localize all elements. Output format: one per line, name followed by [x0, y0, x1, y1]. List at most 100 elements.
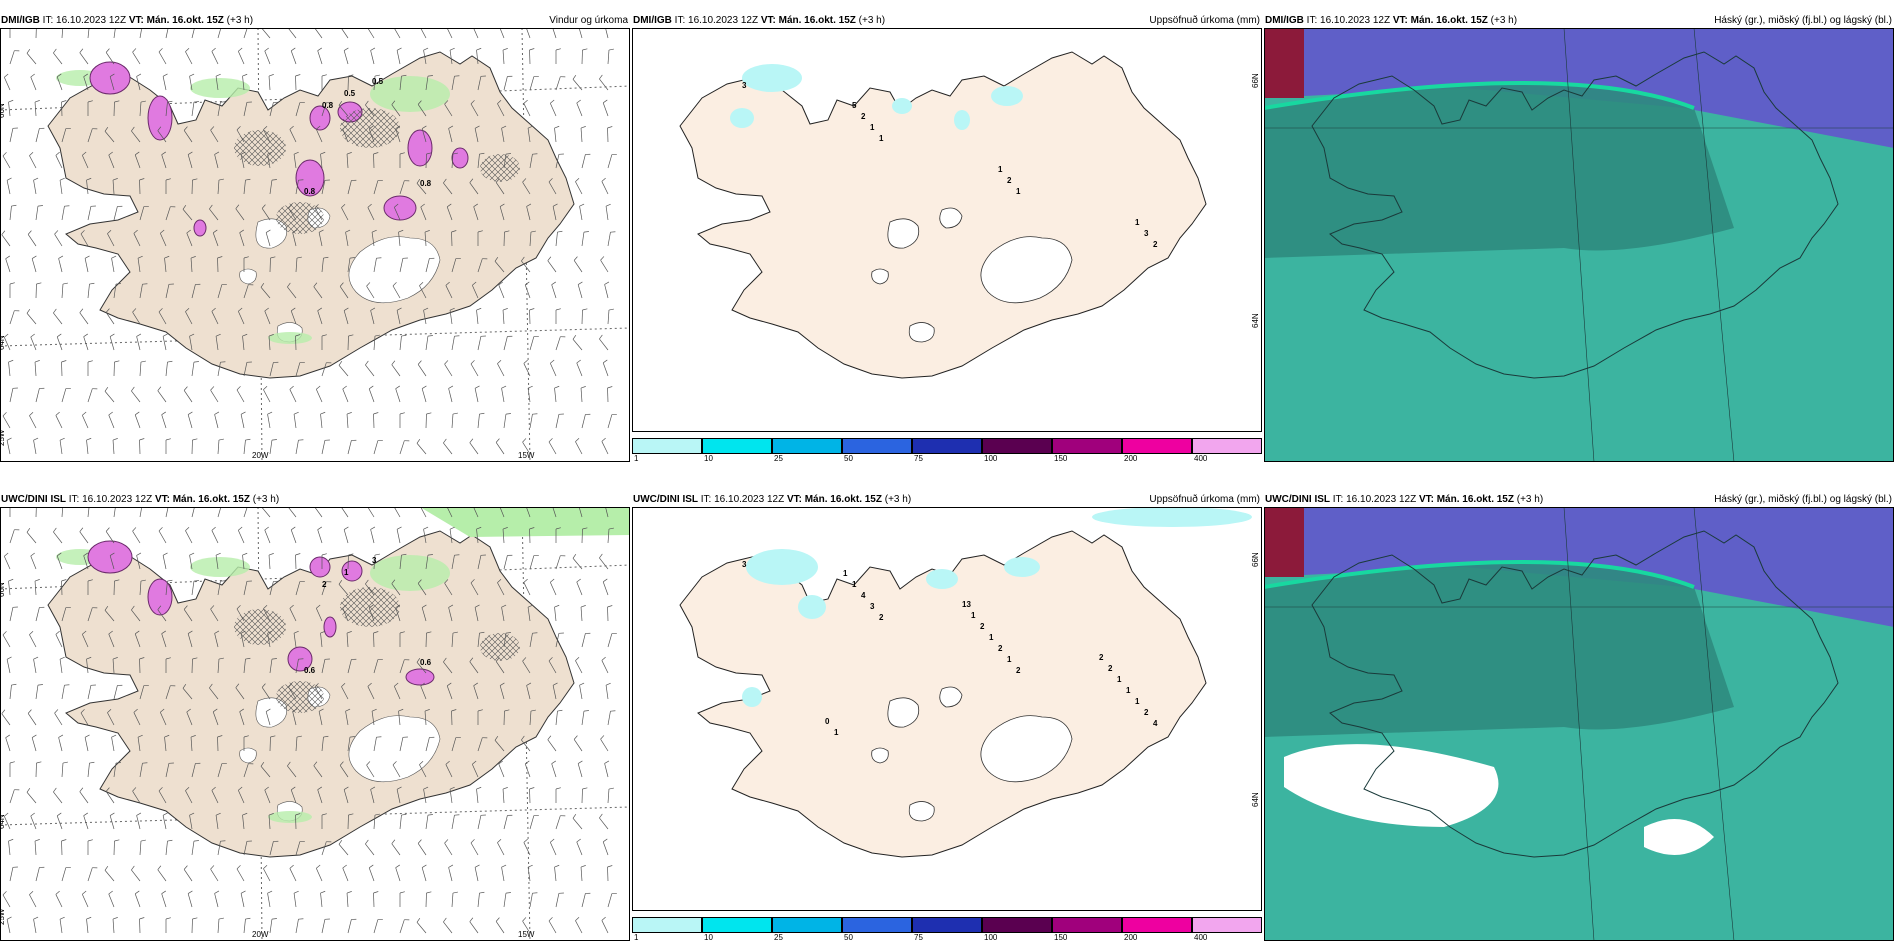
glacier-outline [255, 697, 287, 728]
precip-area [147, 578, 173, 616]
precip-area [383, 195, 417, 221]
precip-area [742, 64, 802, 92]
panel-header: DMI/IGB IT: 16.10.2023 12Z VT: Mán. 16.o… [632, 14, 1262, 28]
colorbar-swatch [1122, 917, 1192, 933]
precip-area [1092, 507, 1252, 527]
colorbar-tick: 400 [1194, 933, 1208, 942]
convective-hatch [276, 681, 324, 713]
lat-label: 66N [0, 103, 6, 118]
colorbar-swatch [702, 438, 772, 454]
colorbar-tick: 200 [1124, 454, 1138, 463]
model-name: UWC/DINI ISL [633, 494, 698, 505]
glacier-outline [939, 686, 963, 708]
station-precip-value: 1 [1126, 686, 1131, 695]
station-precip-value: 2 [1153, 240, 1158, 249]
station-precip-value: 3 [742, 81, 747, 90]
colorbar-swatch [632, 438, 702, 454]
station-precip-value: 1 [1007, 655, 1012, 664]
colorbar-swatch [632, 917, 702, 933]
precip-area [746, 549, 818, 585]
valid-time: VT: Mán. 16.okt. 15Z [760, 15, 856, 26]
colorbar-tick: 1 [634, 933, 639, 942]
wind-precip-map: 0.5 0.5 0.8 0.8 0.8 66N 64N 25W 20W 15W [0, 28, 630, 462]
glacier-outline [980, 236, 1073, 304]
precip-value-label: 0.6 [420, 658, 432, 667]
precip-area [87, 540, 133, 574]
lon-label: 25W [0, 908, 6, 925]
map-frame [0, 507, 630, 941]
precip-value-label: 0.6 [304, 666, 316, 675]
station-precip-value: 1 [998, 165, 1003, 174]
station-precip-value: 1 [989, 633, 994, 642]
lat-label: 66N [0, 582, 6, 597]
colorbar-swatch [842, 438, 912, 454]
colorbar-tick: 25 [774, 454, 783, 463]
wind-precip-map: 3 1 2 0.6 0.6 66N 64N 25W 20W 15W [0, 507, 630, 941]
precip-area [323, 616, 337, 638]
convective-hatch [480, 154, 520, 182]
precip-value-label: 0.5 [372, 77, 384, 86]
valid-time: VT: Mán. 16.okt. 15Z [1418, 494, 1514, 505]
map-frame [632, 28, 1262, 432]
cloud-cover-map [1264, 507, 1894, 941]
light-precip-area [420, 507, 630, 537]
precip-area [147, 95, 173, 141]
high-cloud-dense [1264, 507, 1304, 577]
light-precip-area [190, 557, 250, 577]
colorbar-tick: 50 [844, 454, 853, 463]
station-precip-value: 4 [861, 591, 866, 600]
lat-label: 64N [1251, 313, 1260, 328]
glacier-outline [887, 697, 920, 728]
colorbar-tick: 10 [704, 933, 713, 942]
lead-time: (+3 h) [855, 15, 886, 26]
glacier-outline [871, 268, 889, 285]
panel-header: DMI/IGB IT: 16.10.2023 12Z VT: Mán. 16.o… [0, 14, 630, 28]
lead-time: (+3 h) [223, 15, 254, 26]
lat-label: 64N [1251, 792, 1260, 807]
lat-label: 66N [1251, 73, 1260, 88]
panel-run-info: UWC/DINI ISL IT: 16.10.2023 12Z VT: Mán.… [633, 493, 911, 507]
station-precip-value: 2 [998, 644, 1003, 653]
lon-label: 25W [0, 429, 6, 446]
colorbar-swatch [1192, 438, 1262, 454]
precip-value-label: 0.8 [420, 179, 432, 188]
init-time: IT: 16.10.2023 12Z [1330, 494, 1419, 505]
station-precip-value: 2 [1144, 708, 1149, 717]
glacier-outline [908, 322, 935, 343]
product-title: Vindur og úrkoma [549, 15, 628, 26]
panel-run-info: UWC/DINI ISL IT: 16.10.2023 12Z VT: Mán.… [1, 493, 279, 507]
wind-barbs [1, 28, 617, 455]
station-precip-value: 1 [1117, 675, 1122, 684]
station-precip-value: 2 [1007, 176, 1012, 185]
valid-time: VT: Mán. 16.okt. 15Z [128, 15, 224, 26]
convective-hatch [480, 633, 520, 661]
lead-time: (+3 h) [1487, 15, 1518, 26]
iceland-outline [1311, 51, 1839, 379]
station-precip-value: 0 [825, 717, 830, 726]
model-name: DMI/IGB [1, 15, 40, 26]
light-precip-area [268, 811, 312, 823]
station-precip-value: 3 [870, 602, 875, 611]
station-precip-value: 4 [1153, 719, 1158, 728]
clear-area [1284, 744, 1499, 827]
station-precip-value: 5 [852, 101, 857, 110]
model-name: DMI/IGB [633, 15, 672, 26]
colorbar-tick: 50 [844, 933, 853, 942]
init-time: IT: 16.10.2023 12Z [39, 15, 129, 26]
cloud-cover-map [1264, 28, 1894, 462]
high-cloud-dense [1264, 28, 1304, 98]
colorbar-tick: 10 [704, 454, 713, 463]
precip-area [405, 668, 435, 686]
convective-hatch [276, 202, 324, 234]
station-precip-value: 1 [852, 580, 857, 589]
precip-area [1004, 557, 1040, 577]
glacier-outline [980, 715, 1073, 783]
cloud-edge [1264, 560, 1695, 589]
precip-colorbar: 1 10 25 50 75 100 150 200 400 [632, 911, 1262, 942]
panel-run-info: DMI/IGB IT: 16.10.2023 12Z VT: Mán. 16.o… [1265, 14, 1517, 28]
colorbar-tick: 200 [1124, 933, 1138, 942]
precip-value-label: 0.8 [304, 187, 316, 196]
model-name: UWC/DINI ISL [1, 494, 66, 505]
